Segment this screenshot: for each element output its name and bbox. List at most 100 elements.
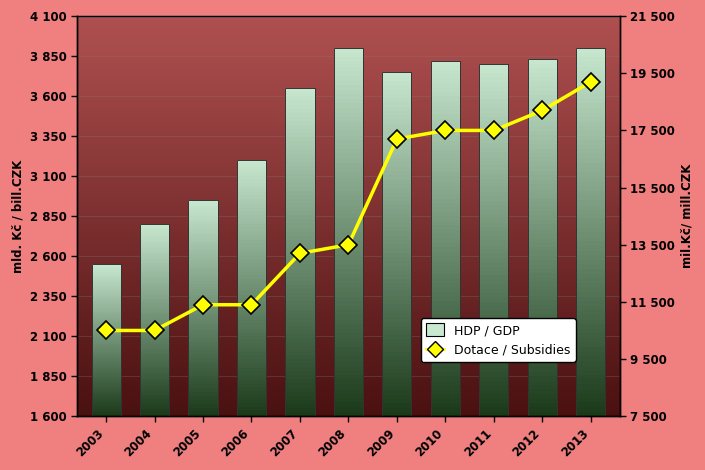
Bar [140, 380, 169, 383]
Bar [334, 402, 363, 407]
Bar [382, 149, 412, 154]
Bar [528, 82, 557, 86]
Bar [528, 162, 557, 166]
Bar [528, 385, 557, 390]
Bar [431, 225, 460, 230]
Bar [77, 328, 620, 330]
Bar [334, 85, 363, 89]
Bar [92, 264, 121, 416]
Bar [334, 131, 363, 135]
Bar [140, 335, 169, 337]
Bar [77, 278, 620, 280]
Bar [382, 72, 412, 77]
Bar [188, 365, 218, 368]
Bar [92, 306, 121, 308]
Bar [334, 352, 363, 356]
Bar [237, 400, 266, 403]
Bar [431, 394, 460, 399]
Bar [237, 343, 266, 346]
Bar [334, 186, 363, 191]
Bar [576, 209, 606, 214]
Bar [188, 249, 218, 251]
Bar [479, 121, 508, 126]
Bar [431, 345, 460, 350]
Bar [479, 328, 508, 333]
Bar [334, 145, 363, 149]
Bar [382, 163, 412, 167]
Bar [382, 309, 412, 313]
Bar [576, 384, 606, 389]
Bar [92, 395, 121, 397]
Bar [188, 222, 218, 225]
Bar [77, 238, 620, 240]
Bar [92, 266, 121, 268]
Bar [528, 180, 557, 184]
Y-axis label: mil.Kč/ mill.CZK: mil.Kč/ mill.CZK [681, 164, 694, 268]
Bar [77, 300, 620, 302]
Bar [237, 304, 266, 307]
Bar [237, 173, 266, 176]
Bar [382, 291, 412, 296]
Bar [77, 198, 620, 200]
Bar [479, 381, 508, 385]
Bar [92, 363, 121, 365]
Bar [140, 272, 169, 274]
Bar [77, 182, 620, 184]
Bar [237, 327, 266, 330]
Bar [576, 306, 606, 310]
Bar [140, 411, 169, 414]
Bar [334, 108, 363, 112]
Bar [77, 92, 620, 94]
Bar [237, 221, 266, 224]
Bar [237, 288, 266, 291]
Bar [576, 177, 606, 181]
Bar [77, 344, 620, 346]
Bar [382, 403, 412, 407]
Bar [576, 379, 606, 384]
Bar [286, 277, 314, 281]
Bar [382, 197, 412, 201]
Bar [188, 203, 218, 205]
Bar [479, 350, 508, 354]
Bar [140, 330, 169, 332]
Bar [77, 96, 620, 98]
Bar [188, 233, 218, 235]
Bar [382, 391, 412, 395]
Bar [479, 64, 508, 416]
Y-axis label: mld. Kč / bill.CZK: mld. Kč / bill.CZK [11, 159, 24, 273]
Bar [77, 180, 620, 182]
Bar [77, 206, 620, 208]
Bar [382, 180, 412, 184]
Bar [286, 400, 314, 404]
Bar [431, 296, 460, 301]
Bar [334, 196, 363, 200]
Bar [528, 193, 557, 197]
Bar [188, 308, 218, 311]
Bar [188, 389, 218, 392]
Bar [528, 140, 557, 144]
Bar [237, 243, 266, 247]
Bar [77, 390, 620, 392]
Bar [431, 234, 460, 239]
Bar [286, 326, 314, 330]
Bar [92, 380, 121, 382]
Bar [140, 359, 169, 361]
Bar [140, 298, 169, 301]
Bar [334, 227, 363, 232]
Bar [479, 108, 508, 112]
Bar [92, 390, 121, 392]
Bar [382, 175, 412, 180]
Bar [188, 303, 218, 306]
Bar [286, 367, 314, 371]
Bar [237, 285, 266, 288]
Bar [77, 188, 620, 190]
Bar [77, 374, 620, 376]
Bar [77, 282, 620, 284]
Bar [576, 200, 606, 204]
Bar [334, 48, 363, 53]
Bar [528, 336, 557, 340]
Bar [528, 59, 557, 64]
Bar [334, 209, 363, 214]
Bar [77, 244, 620, 246]
Bar [188, 360, 218, 362]
